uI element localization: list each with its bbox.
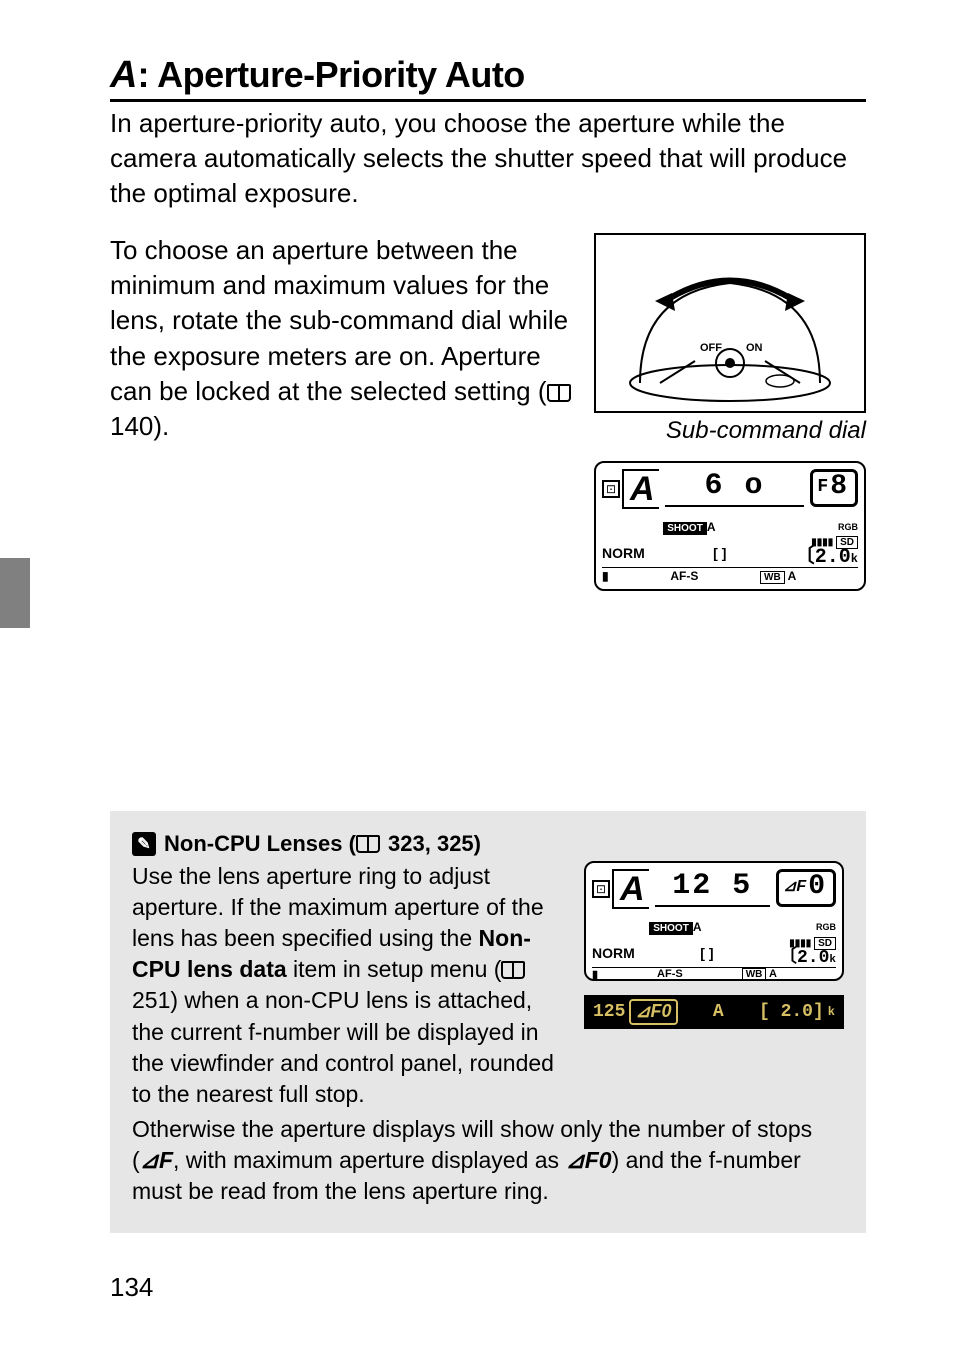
- side-tab: [0, 558, 30, 628]
- dial-illustration: OFF ON: [610, 243, 850, 403]
- note-title: Non-CPU Lenses ( 323, 325): [164, 831, 481, 857]
- note-title-a: Non-CPU Lenses (: [164, 831, 356, 856]
- pencil-icon: ✎: [132, 832, 156, 856]
- df-glyph: ⊿F: [140, 1147, 173, 1173]
- note-lcd-bank-label: SHOOT: [649, 922, 693, 935]
- note-ref-b: 251) when a non-CPU lens is attached, th…: [132, 987, 554, 1106]
- heading-title: : Aperture-Priority Auto: [137, 54, 524, 95]
- note-control-panel-lcd: ⊡ A 12 5 ⊿F0 SHOOTA RGB: [584, 861, 844, 981]
- lcd-wb: A: [788, 569, 797, 583]
- instruction-paragraph: To choose an aperture between the minimu…: [110, 233, 576, 444]
- note-text-col: Use the lens aperture ring to adjust ape…: [132, 861, 568, 1109]
- intro-paragraph: In aperture-priority auto, you choose th…: [110, 106, 866, 211]
- metering-icon: ⊡: [592, 880, 610, 898]
- instruction-text-a: To choose an aperture between the minimu…: [110, 235, 568, 405]
- control-panel-lcd: ⊡ A 6 o F8 SHOOTA RGB: [594, 461, 866, 591]
- vf-mode: A: [713, 1002, 724, 1022]
- vf-shutter: 125: [593, 1002, 625, 1022]
- note-lcd-wb-label: WB: [742, 968, 767, 981]
- df0-glyph: ⊿F0: [565, 1147, 611, 1173]
- note-title-ref: 323, 325): [382, 831, 481, 856]
- figure-caption: Sub-command dial: [666, 417, 866, 445]
- heading-mode-letter: A: [110, 54, 137, 96]
- note-block: ✎ Non-CPU Lenses ( 323, 325) Use the len…: [110, 811, 866, 1233]
- lcd-quality: NORM: [602, 545, 645, 561]
- note-lcd-bank: A: [693, 920, 702, 934]
- note-lcd-aperture-prefix: ⊿F: [783, 879, 806, 895]
- vf-k: k: [828, 1005, 835, 1019]
- vf-ap-glyph: ⊿F0: [635, 1001, 671, 1021]
- book-icon: [356, 835, 380, 853]
- lcd-card: ▮: [602, 569, 609, 583]
- note-lcd-remaining: 2.0: [797, 948, 829, 968]
- lcd-aperture-box: F8: [810, 469, 858, 507]
- note-lcd-mode: A: [612, 869, 649, 909]
- metering-icon: ⊡: [602, 480, 620, 498]
- svg-text:ON: ON: [746, 342, 763, 354]
- vf-aperture-box: ⊿F0: [629, 999, 677, 1025]
- note-lcd-rgb: RGB: [816, 922, 836, 932]
- lcd-remaining: 2.0: [815, 546, 851, 569]
- note-lcd-aperture-box: ⊿F0: [776, 869, 836, 907]
- book-icon: [547, 384, 571, 402]
- note-lcd-aperture: 0: [808, 873, 825, 901]
- lcd-wb-label: WB: [760, 571, 785, 584]
- note-lcd-af-mode: AF-S: [657, 968, 683, 981]
- viewfinder-display: 125 ⊿F0 A [ 2.0] k: [584, 995, 844, 1029]
- lcd-aperture: 8: [830, 473, 847, 501]
- lcd-af-mode: AF-S: [670, 569, 698, 583]
- note-text-d: , with maximum aperture displayed as: [173, 1147, 565, 1173]
- note-lcd-shutter: 12 5: [655, 869, 770, 907]
- vf-remaining: [ 2.0]: [759, 1002, 824, 1022]
- lcd-mode: A: [622, 469, 659, 509]
- note-continuation: Otherwise the aperture displays will sho…: [132, 1114, 844, 1207]
- lcd-aperture-prefix: F: [817, 478, 828, 496]
- note-text-b: item in setup menu (: [287, 956, 502, 982]
- lcd-rgb: RGB: [838, 522, 858, 532]
- lcd-k: k: [851, 552, 858, 566]
- lcd-bank-label: SHOOT: [663, 522, 707, 535]
- book-icon: [501, 961, 525, 979]
- instruction-ref: 140).: [110, 411, 169, 441]
- lcd-bank: A: [707, 520, 716, 534]
- lcd-af-area: [ ]: [713, 545, 726, 561]
- note-lcd-k: k: [829, 954, 836, 966]
- note-lcd-af-area: [ ]: [700, 945, 713, 961]
- note-lcd-card: ▮: [592, 968, 598, 981]
- note-lcd-quality: NORM: [592, 945, 635, 961]
- svg-text:OFF: OFF: [700, 342, 722, 354]
- note-lcd-wb: A: [769, 968, 777, 980]
- sub-command-dial-figure: OFF ON: [594, 233, 866, 413]
- lcd-shutter: 6 o: [665, 469, 805, 507]
- section-heading: A: Aperture-Priority Auto: [110, 54, 866, 102]
- page-number: 134: [110, 1272, 153, 1303]
